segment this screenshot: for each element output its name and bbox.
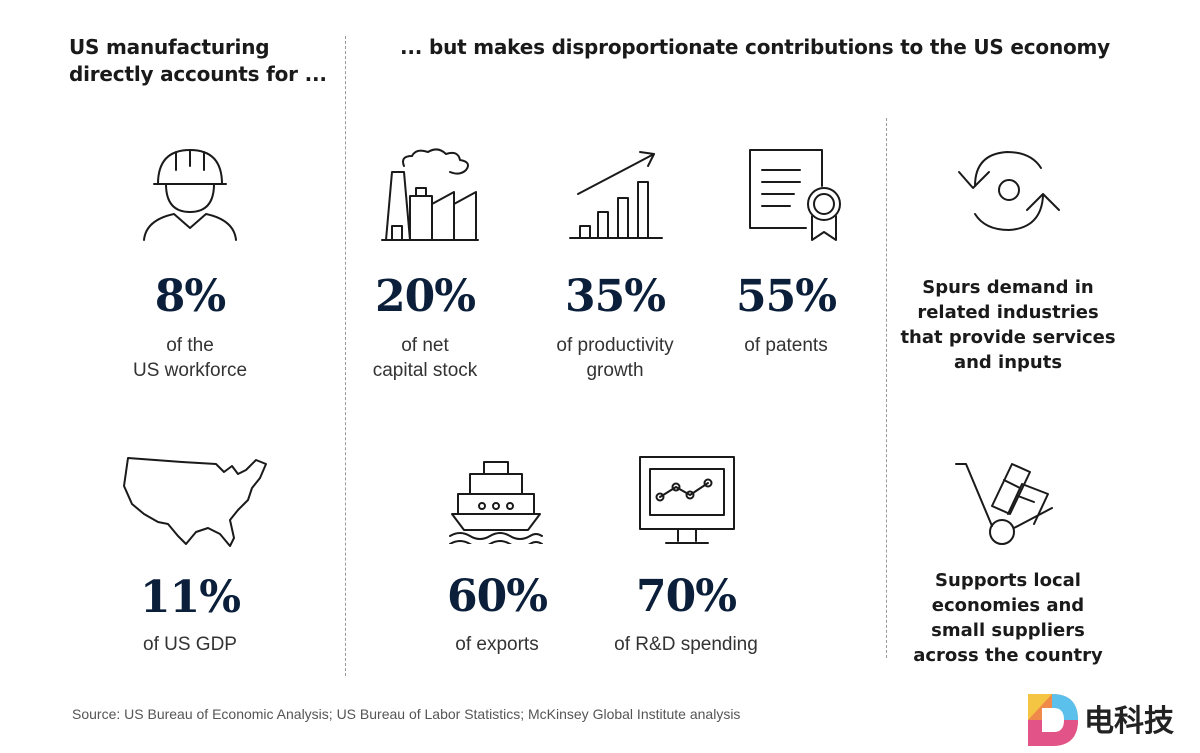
watermark-logo-icon [1024, 690, 1082, 753]
worker-hardhat-icon [140, 140, 240, 242]
usa-map-icon [120, 452, 270, 554]
divider-right [886, 118, 887, 658]
stat-caption-capital: of net capital stock [372, 335, 478, 381]
stat-value-patents: 55% [735, 271, 837, 322]
certificate-icon [746, 148, 846, 242]
ship-icon [448, 458, 544, 544]
watermark-text: 电科技 [1084, 704, 1174, 739]
stat-value-exports: 60% [446, 571, 548, 622]
left-heading: US manufacturing directly accounts for .… [69, 35, 327, 86]
stat-value-gdp: 11% [139, 572, 241, 623]
stat-caption-gdp: of US GDP [143, 634, 237, 655]
right-heading: ... but makes disproportionate contribut… [400, 35, 1111, 59]
source-note: Source: US Bureau of Economic Analysis; … [72, 706, 741, 722]
stat-value-rnd: 70% [635, 571, 737, 622]
note-local: Supports local economies and small suppl… [913, 570, 1103, 666]
stat-caption-rnd: of R&D spending [614, 634, 758, 655]
factory-icon [380, 146, 480, 242]
bar-growth-icon [568, 148, 664, 240]
hand-truck-icon [952, 456, 1056, 548]
stat-caption-patents: of patents [744, 335, 828, 356]
divider-left [345, 36, 346, 676]
stat-caption-productivity: of productivity growth [556, 335, 674, 381]
stat-value-productivity: 35% [564, 271, 666, 322]
stat-value-workforce: 8% [154, 271, 226, 322]
stat-caption-exports: of exports [455, 634, 539, 655]
cycle-arrows-icon [955, 148, 1063, 234]
note-demand: Spurs demand in related industries that … [900, 277, 1116, 373]
stat-caption-workforce: of the US workforce [132, 335, 248, 381]
monitor-chart-icon [638, 455, 736, 547]
stat-value-capital: 20% [374, 271, 476, 322]
